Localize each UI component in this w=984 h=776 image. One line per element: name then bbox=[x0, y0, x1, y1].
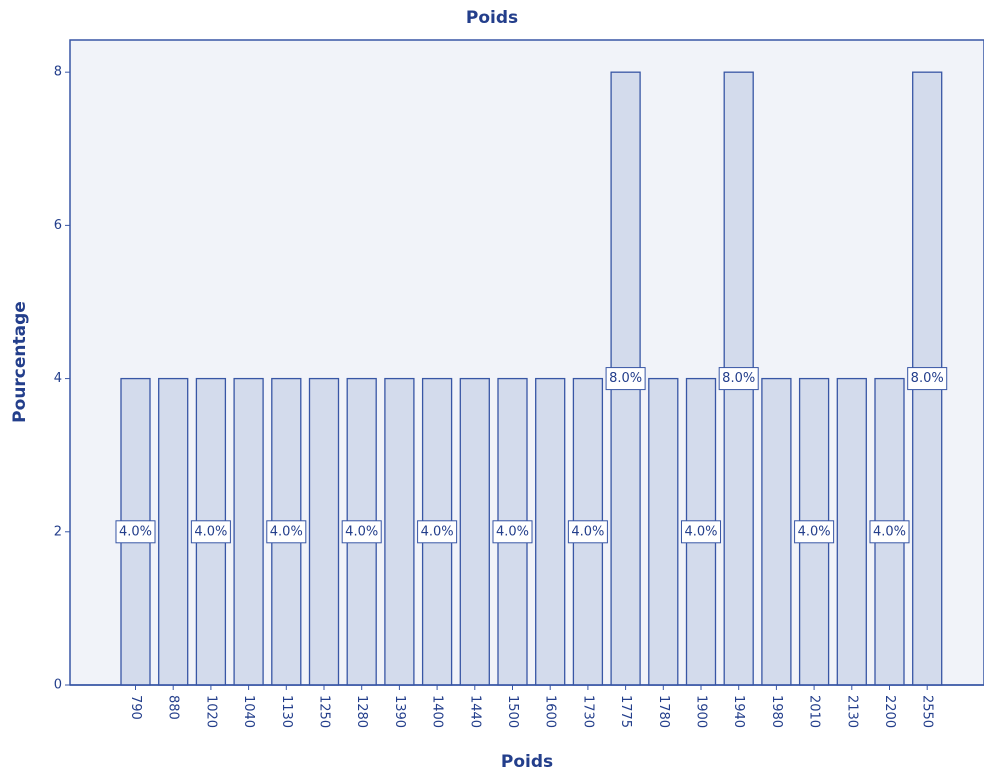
x-tick-label: 880 bbox=[166, 695, 181, 720]
x-tick-label: 1130 bbox=[279, 695, 294, 728]
bar bbox=[535, 377, 566, 686]
value-label-box bbox=[907, 367, 948, 391]
value-label: 8.0% bbox=[609, 371, 642, 386]
x-tick-label: 1020 bbox=[203, 695, 218, 728]
value-label: 4.0% bbox=[194, 524, 227, 539]
x-tick-label: 1280 bbox=[354, 695, 369, 728]
bar bbox=[836, 377, 867, 686]
value-label: 4.0% bbox=[571, 524, 604, 539]
y-tick-label: 4 bbox=[54, 371, 62, 386]
value-label-box bbox=[794, 520, 835, 544]
chart-title: Poids bbox=[466, 8, 518, 28]
value-label-box bbox=[567, 520, 608, 544]
y-axis-title: Pourcentage bbox=[10, 301, 30, 423]
x-tick-label: 1040 bbox=[241, 695, 256, 728]
value-label: 4.0% bbox=[345, 524, 378, 539]
value-label-box bbox=[869, 520, 910, 544]
y-tick-label: 2 bbox=[54, 524, 62, 539]
y-tick-label: 6 bbox=[54, 218, 62, 233]
x-tick-label: 1250 bbox=[317, 695, 332, 728]
x-tick-label: 1940 bbox=[731, 695, 746, 728]
bar bbox=[158, 377, 189, 686]
x-tick-label: 2010 bbox=[807, 695, 822, 728]
value-label-box bbox=[266, 520, 307, 544]
x-tick-label: 1775 bbox=[618, 695, 633, 728]
bar bbox=[384, 377, 415, 686]
value-label-box bbox=[115, 520, 156, 544]
bar bbox=[233, 377, 264, 686]
value-label: 8.0% bbox=[911, 371, 944, 386]
value-label-box bbox=[605, 367, 646, 391]
y-tick-label: 8 bbox=[54, 65, 62, 80]
value-label-box bbox=[341, 520, 382, 544]
value-label-box bbox=[718, 367, 759, 391]
value-label: 4.0% bbox=[270, 524, 303, 539]
x-tick-label: 1390 bbox=[392, 695, 407, 728]
value-label: 4.0% bbox=[119, 524, 152, 539]
x-tick-label: 1980 bbox=[769, 695, 784, 728]
value-label: 8.0% bbox=[722, 371, 755, 386]
bar bbox=[761, 377, 792, 686]
x-tick-label: 2200 bbox=[882, 695, 897, 728]
x-tick-label: 2130 bbox=[844, 695, 859, 728]
x-tick-label: 1440 bbox=[467, 695, 482, 728]
value-label: 4.0% bbox=[684, 524, 717, 539]
value-label-box bbox=[680, 520, 722, 544]
y-tick-label: 0 bbox=[54, 678, 62, 693]
value-label: 4.0% bbox=[873, 524, 906, 539]
x-tick-label: 1400 bbox=[430, 695, 445, 728]
bar bbox=[308, 377, 340, 686]
x-tick-label: 1730 bbox=[580, 695, 595, 728]
x-tick-label: 1500 bbox=[505, 695, 520, 728]
bar bbox=[459, 377, 490, 686]
bar bbox=[648, 377, 679, 686]
x-tick-label: 1780 bbox=[656, 695, 671, 728]
x-tick-label: 790 bbox=[128, 695, 143, 720]
value-label: 4.0% bbox=[798, 524, 831, 539]
x-tick-label: 1600 bbox=[543, 695, 558, 728]
x-axis-title: Poids bbox=[501, 752, 553, 772]
x-tick-label: 1900 bbox=[694, 695, 709, 728]
value-label-box bbox=[190, 520, 231, 544]
x-tick-label: 2550 bbox=[920, 695, 935, 728]
value-label-box bbox=[417, 520, 458, 544]
value-label: 4.0% bbox=[421, 524, 454, 539]
value-label-box bbox=[492, 520, 533, 544]
value-label: 4.0% bbox=[496, 524, 529, 539]
